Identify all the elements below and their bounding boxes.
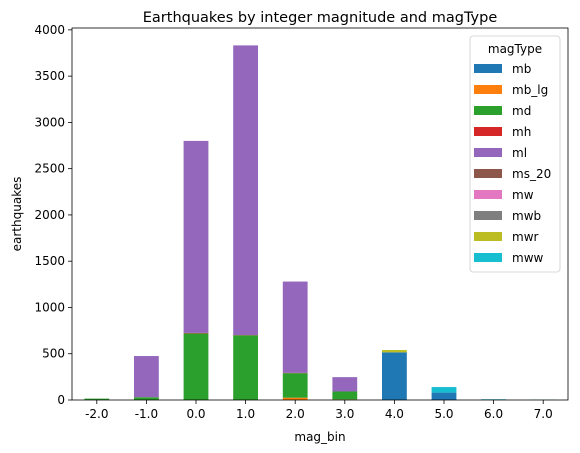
bar-md-3 <box>233 335 258 400</box>
y-tick-label: 2500 <box>34 162 65 176</box>
plot-frame <box>71 27 569 401</box>
bar-mb_lg-4 <box>282 397 308 400</box>
bar-ml-4 <box>282 281 308 373</box>
x-tick-label: -1.0 <box>135 407 158 421</box>
y-tick-label: 0 <box>57 393 65 407</box>
bar-mb-6 <box>382 352 407 400</box>
y-tick-label: 3000 <box>34 115 65 129</box>
bar-ml-2 <box>183 140 209 333</box>
bar-md-5 <box>332 391 358 400</box>
x-tick-label: 0.0 <box>186 407 205 421</box>
legend-swatch-mwb <box>474 211 502 220</box>
legend-label-ms_20: ms_20 <box>512 167 551 181</box>
legend-swatch-ml <box>474 148 502 157</box>
y-tick-label: 1000 <box>34 300 65 314</box>
x-tick-label: 1.0 <box>236 407 255 421</box>
legend-swatch-mh <box>474 127 502 136</box>
legend-swatch-md <box>474 106 502 115</box>
y-tick-label: 2000 <box>34 208 65 222</box>
legend-swatch-mb <box>474 64 502 73</box>
chart-title: Earthquakes by integer magnitude and mag… <box>143 10 498 26</box>
legend-swatch-mwr <box>474 232 502 241</box>
bar-md-2 <box>183 333 209 400</box>
bar-mww-7 <box>431 387 457 393</box>
bar-md-4 <box>282 373 308 398</box>
bar-ml-3 <box>233 45 258 336</box>
legend-label-mwb: mwb <box>512 209 541 223</box>
x-tick-label: 4.0 <box>385 407 404 421</box>
y-tick-label: 1500 <box>34 254 65 268</box>
bar-md-1 <box>134 397 159 400</box>
x-axis-label: mag_bin <box>294 430 345 444</box>
x-tick-label: 2.0 <box>286 407 305 421</box>
legend-label-mwr: mwr <box>512 230 539 244</box>
bar-mwr-6 <box>382 350 407 353</box>
x-tick-label: 6.0 <box>484 407 503 421</box>
legend-swatch-mww <box>474 253 502 262</box>
x-tick-label: 7.0 <box>534 407 553 421</box>
legend-label-md: md <box>512 104 531 118</box>
x-tick-label: 5.0 <box>434 407 453 421</box>
legend-label-mb_lg: mb_lg <box>512 83 548 97</box>
y-axis-label: earthquakes <box>10 177 24 252</box>
legend-title: magType <box>488 42 542 56</box>
legend-label-mh: mh <box>512 125 531 139</box>
y-axis-ticks: 0 500 1000 1500 2000 2500 3000 3500 4000 <box>34 23 72 407</box>
bars-group <box>84 45 556 400</box>
legend-label-mb: mb <box>512 62 531 76</box>
legend-label-mw: mw <box>512 188 534 202</box>
bar-md-0 <box>84 398 110 400</box>
legend-swatch-mb_lg <box>474 85 502 94</box>
legend-swatch-mw <box>474 190 502 199</box>
bar-mb-7 <box>431 392 457 400</box>
y-tick-label: 500 <box>42 347 65 361</box>
legend-label-ml: ml <box>512 146 527 160</box>
x-axis-ticks: -2.0 -1.0 0.0 1.0 2.0 3.0 4.0 5.0 6.0 7.0 <box>85 400 553 421</box>
x-tick-label: -2.0 <box>85 407 108 421</box>
bar-ml-5 <box>332 377 358 392</box>
bar-ml-1 <box>134 356 159 398</box>
y-tick-label: 4000 <box>34 23 65 37</box>
x-tick-label: 3.0 <box>335 407 354 421</box>
legend-label-mww: mww <box>512 251 544 265</box>
legend-swatch-ms_20 <box>474 169 502 178</box>
y-tick-label: 3500 <box>34 69 65 83</box>
